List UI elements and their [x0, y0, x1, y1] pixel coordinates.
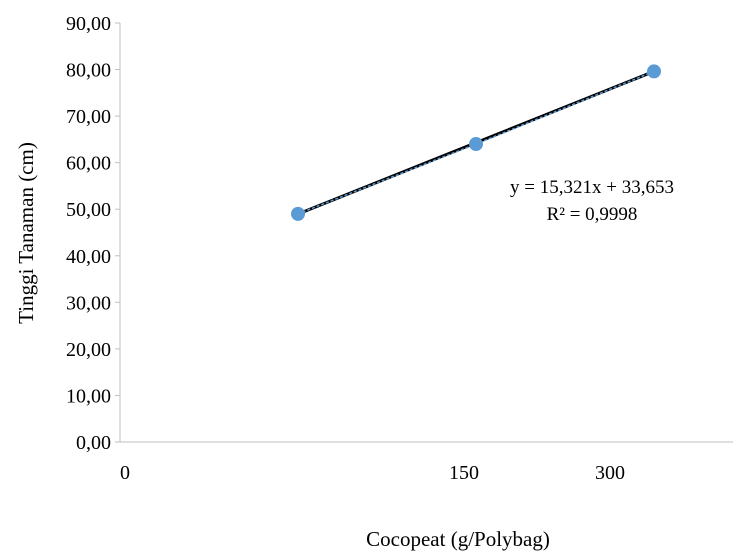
y-tick-label: 10,00 — [66, 385, 111, 407]
y-tick-label: 0,00 — [76, 432, 111, 454]
data-point — [291, 206, 305, 221]
trendline-equation: y = 15,321x + 33,653 — [510, 177, 674, 198]
data-point — [469, 137, 483, 152]
y-tick-label: 20,00 — [66, 339, 111, 361]
y-tick-label: 60,00 — [66, 153, 111, 175]
y-axis-title: Tinggi Tanaman (cm) — [14, 142, 38, 324]
y-tick-label: 40,00 — [66, 246, 111, 268]
x-tick-label: 300 — [595, 462, 625, 484]
y-tick-label: 90,00 — [66, 13, 111, 35]
y-tick-label: 50,00 — [66, 199, 111, 221]
x-axis-title: Cocopeat (g/Polybag) — [366, 527, 550, 551]
y-axis-ticks: 0,00 10,00 20,00 30,00 40,00 50,00 60,00 70,00 8… — [66, 13, 120, 454]
y-tick-label: 30,00 — [66, 292, 111, 314]
y-tick-label: 70,00 — [66, 106, 111, 128]
y-tick-label: 80,00 — [66, 60, 111, 82]
plot-area — [291, 64, 661, 221]
trendline-r-squared: R² = 0,9998 — [547, 204, 638, 225]
x-tick-label: 150 — [449, 462, 479, 484]
x-axis-ticks: 0 150 300 — [120, 462, 625, 484]
data-point — [647, 64, 661, 79]
x-tick-label: 0 — [120, 462, 130, 484]
